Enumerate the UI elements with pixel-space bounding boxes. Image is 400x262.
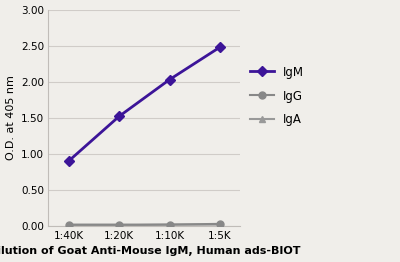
IgG	[167, 223, 172, 226]
IgM	[167, 78, 172, 81]
IgA	[117, 224, 122, 227]
IgA	[167, 223, 172, 226]
Line: IgM: IgM	[65, 43, 224, 165]
IgG	[117, 223, 122, 226]
IgA	[66, 224, 71, 227]
IgM	[117, 115, 122, 118]
Line: IgG: IgG	[65, 220, 224, 228]
IgA	[218, 223, 222, 226]
IgM	[66, 160, 71, 163]
Legend: IgM, IgG, IgA: IgM, IgG, IgA	[250, 66, 304, 126]
Y-axis label: O.D. at 405 nm: O.D. at 405 nm	[6, 75, 16, 160]
IgM	[218, 46, 222, 49]
X-axis label: Dilution of Goat Anti-Mouse IgM, Human ads-BIOT: Dilution of Goat Anti-Mouse IgM, Human a…	[0, 247, 300, 256]
IgG	[218, 222, 222, 225]
IgG	[66, 223, 71, 226]
Line: IgA: IgA	[65, 221, 224, 229]
